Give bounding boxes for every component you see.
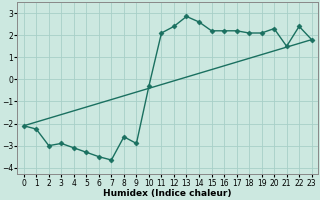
X-axis label: Humidex (Indice chaleur): Humidex (Indice chaleur): [103, 189, 232, 198]
